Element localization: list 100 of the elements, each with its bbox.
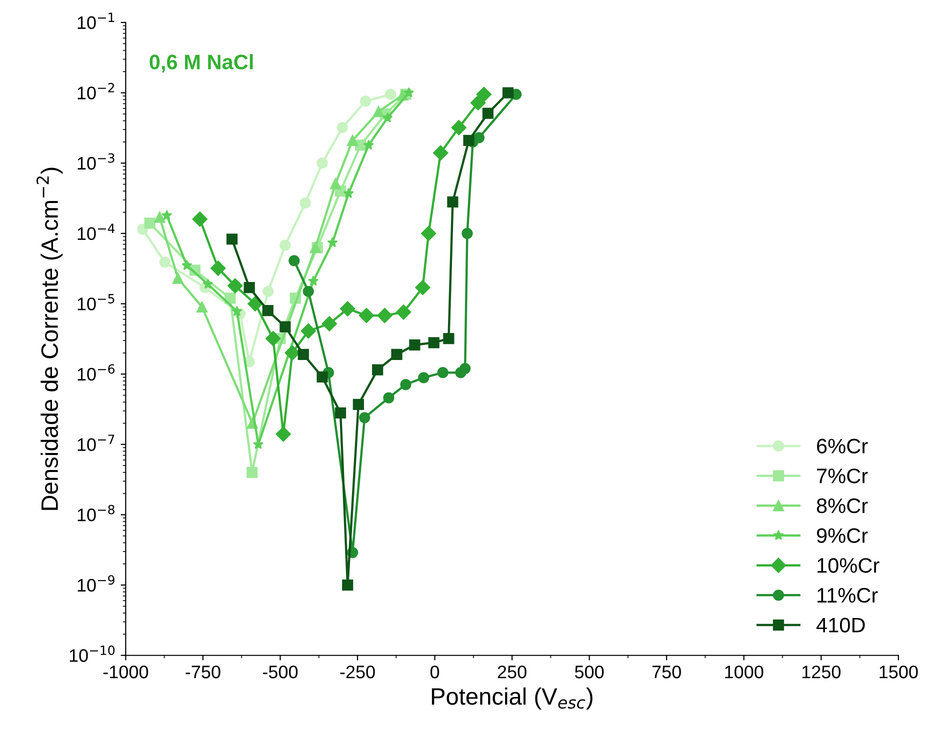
point [385, 88, 396, 100]
point [340, 301, 356, 316]
x-tick-label: 1250 [802, 666, 841, 678]
point [228, 278, 243, 294]
y-tick-label: 10$^{−1}$ [78, 12, 114, 30]
point [415, 280, 430, 296]
point [372, 106, 384, 118]
y-tick-label: 10$^{−3}$ [78, 153, 114, 170]
point [372, 364, 384, 376]
point [196, 301, 208, 313]
point [246, 466, 258, 478]
point [463, 134, 474, 146]
point [391, 348, 402, 360]
y-tick-label: 10$^{−2}$ [78, 82, 114, 100]
point [182, 260, 192, 270]
point [352, 398, 364, 410]
point [244, 282, 255, 294]
point [383, 392, 394, 404]
point [403, 87, 414, 98]
x-tick-label: 1000 [725, 666, 764, 678]
point [460, 362, 471, 374]
y-tick-label: 10$^{−4}$ [78, 224, 115, 240]
legend-label: 10%Cr [818, 558, 880, 573]
point [252, 438, 264, 450]
y-tick-label: 10$^{−10}$ [70, 645, 115, 662]
point [316, 158, 328, 169]
y-axis-title: Densidade de Corrente (A.cm$^{−2}$) [36, 168, 63, 510]
point [336, 122, 348, 134]
point [276, 426, 291, 442]
y-tick-label: 10$^{−9}$ [78, 575, 114, 592]
point [284, 345, 300, 360]
point [232, 306, 242, 316]
point [159, 256, 170, 268]
x-tick-label: 750 [652, 666, 681, 678]
point [300, 323, 316, 339]
point [447, 196, 458, 208]
point [358, 308, 374, 324]
x-tick-label: -750 [186, 666, 220, 678]
y-tick-label: 10$^{−5}$ [78, 294, 114, 310]
point [476, 86, 492, 102]
point [210, 260, 226, 276]
point [330, 178, 342, 190]
point [154, 212, 166, 223]
point [343, 188, 354, 198]
point [322, 316, 337, 332]
point [161, 210, 172, 220]
x-tick-label: 1500 [880, 666, 918, 678]
x-tick-label: 500 [574, 666, 604, 678]
point [302, 286, 314, 297]
point [502, 87, 514, 98]
legend-label: 7%Cr [817, 468, 868, 484]
point [482, 108, 494, 119]
x-tick-label: 0 [430, 666, 440, 678]
point [396, 304, 412, 320]
point [451, 120, 466, 136]
annotation: 0,6 M NaCl [150, 54, 253, 72]
point [443, 333, 454, 344]
point [308, 276, 319, 286]
point [280, 240, 291, 251]
legend-label: 410D [816, 618, 865, 633]
point [226, 234, 238, 245]
point [382, 112, 393, 122]
x-tick-label: -500 [262, 666, 298, 678]
point [262, 305, 274, 316]
point [409, 339, 420, 350]
point [400, 378, 412, 390]
point [437, 367, 448, 378]
legend-label: 11%Cr [818, 588, 878, 603]
legend-label: 6%Cr [817, 438, 868, 454]
point [327, 237, 338, 248]
point [421, 226, 436, 242]
x-tick-label: -1000 [103, 666, 148, 678]
x-axis-title: Potencial (V$_{esc}$) [432, 687, 592, 710]
point [359, 412, 370, 424]
point [470, 95, 486, 110]
x-tick-label: -250 [340, 666, 375, 678]
legend-label: 8%Cr [816, 498, 868, 514]
point [316, 371, 328, 383]
point [280, 321, 291, 332]
point [418, 372, 430, 384]
y-tick-label: 10$^{−7}$ [78, 434, 114, 452]
point [334, 407, 346, 419]
legend-label: 9%Cr [816, 528, 868, 543]
point [144, 218, 156, 229]
point [347, 134, 358, 146]
point [266, 330, 281, 346]
point [288, 255, 300, 266]
x-tick-label: 250 [498, 666, 526, 678]
point [192, 212, 208, 227]
point [360, 96, 372, 107]
point [262, 286, 274, 297]
point [377, 308, 392, 324]
point [300, 198, 311, 209]
point [172, 272, 184, 284]
point [462, 228, 473, 239]
point [248, 296, 263, 312]
point [298, 348, 309, 360]
point [342, 579, 354, 591]
point [433, 145, 448, 160]
point [473, 132, 485, 144]
